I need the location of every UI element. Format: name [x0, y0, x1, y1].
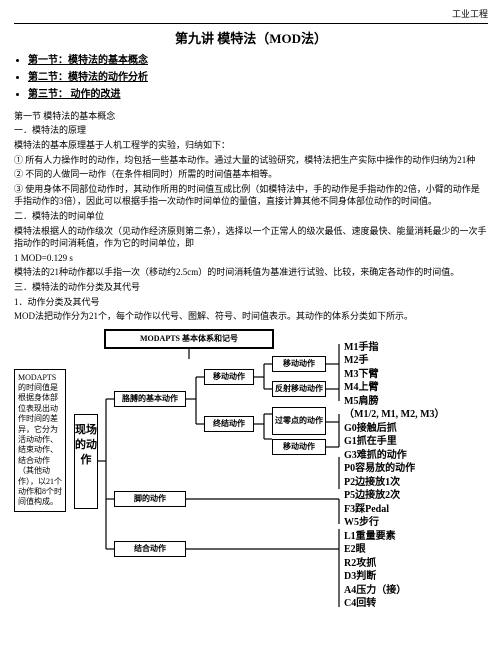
node-combined: 结合动作 — [114, 541, 186, 557]
node-r2: 反射移动动作 — [272, 381, 326, 397]
line-5: ③ 使用身体不同部位动作时，其动作所用的时间值互成比例（如模特法中，手的动作是手… — [14, 183, 488, 208]
sym-2: M3下臂 — [344, 368, 445, 382]
table-of-contents: 第一节：模特法的基本概念 第二节：模特法的动作分析 第三节： 动作的改进 — [28, 54, 488, 102]
side-note-box: MODAPTS的时间值是根据身体部位表现出动作时间的差异，它分为活动动作、结束动… — [14, 369, 66, 512]
line-1: 一．模特法的原理 — [14, 124, 488, 137]
sym-8: G3难抓的动作 — [344, 449, 445, 463]
node-scene: 现场的动作 — [74, 414, 98, 509]
sym-4: M5肩膀 — [344, 395, 445, 409]
line-8: 1 MOD=0.129 s — [14, 252, 488, 265]
sym-10: P2边接放1次 — [344, 476, 445, 490]
line-3: ① 所有人力操作时的动作，均包括一些基本动作。通过大量的试验研究，模特法把生产实… — [14, 154, 488, 167]
page-title: 第九讲 模特法（MOD法） — [14, 30, 488, 48]
symbol-list: M1手指 M2手 M3下臂 M4上臂 M5肩膀 （M1/2, M1, M2, M… — [344, 341, 445, 611]
sec1-title: 第一节 模特法的基本概念 — [14, 110, 488, 123]
line-9: 模特法的21种动作都以手指一次（移动约2.5cm）的时间消耗值为基准进行试验、比… — [14, 266, 488, 279]
sym-3: M4上臂 — [344, 381, 445, 395]
node-foot: 脚的动作 — [114, 491, 186, 507]
node-r3: 过零点的动作 — [272, 407, 326, 435]
sym-5: （M1/2, M1, M2, M3） — [344, 408, 445, 422]
node-move-2: 终结动作 — [204, 416, 254, 432]
node-r1: 移动动作 — [272, 356, 326, 372]
sym-0: M1手指 — [344, 341, 445, 355]
sym-17: D3判断 — [344, 570, 445, 584]
line-12: MOD法把动作分为21个，每个动作以代号、图解、符号、时间值表示。其动作的体系分… — [14, 310, 488, 323]
sym-6: G0接触后抓 — [344, 422, 445, 436]
sym-9: P0容易放的动作 — [344, 462, 445, 476]
line-10: 三．模特法的动作分类及其代号 — [14, 281, 488, 294]
sym-18: A4压力（接） — [344, 584, 445, 598]
node-move-1: 移动动作 — [204, 369, 254, 385]
body-text: 第一节 模特法的基本概念 一．模特法的原理 模特法的基本原理基于人机工程学的实验… — [14, 110, 488, 323]
sym-14: L1重量要素 — [344, 530, 445, 544]
line-4: ② 不同的人做同一动作（在条件相同时）所需的时间值基本相等。 — [14, 168, 488, 181]
sym-16: R2攻抓 — [344, 557, 445, 571]
sym-1: M2手 — [344, 354, 445, 368]
node-arm: 胳膊的基本动作 — [114, 391, 186, 407]
sym-7: G1抓在手里 — [344, 435, 445, 449]
toc-item-3: 第三节： 动作的改进 — [28, 88, 488, 102]
sym-12: F3踩Pedal — [344, 503, 445, 517]
line-11: 1．动作分类及其代号 — [14, 296, 488, 309]
toc-item-1: 第一节：模特法的基本概念 — [28, 54, 488, 68]
sym-19: C4回转 — [344, 597, 445, 611]
sym-11: P5边接放2次 — [344, 489, 445, 503]
line-7: 模特法根据人的动作级次（见动作经济原则第二条），选择以一个正常人的级次最低、速度… — [14, 225, 488, 250]
sym-15: E2眼 — [344, 543, 445, 557]
node-root: MODAPTS 基本体系和记号 — [104, 329, 274, 349]
toc-item-2: 第二节：模特法的动作分析 — [28, 71, 488, 85]
header-course: 工业工程 — [14, 8, 488, 24]
flowchart: MODAPTS 基本体系和记号 MODAPTS的时间值是根据身体部位表现出动作时… — [14, 329, 488, 649]
node-r4: 移动动作 — [272, 439, 326, 455]
sym-13: W5步行 — [344, 516, 445, 530]
line-2: 模特法的基本原理基于人机工程学的实验，归纳如下： — [14, 139, 488, 152]
line-6: 二．模特法的时间单位 — [14, 210, 488, 223]
